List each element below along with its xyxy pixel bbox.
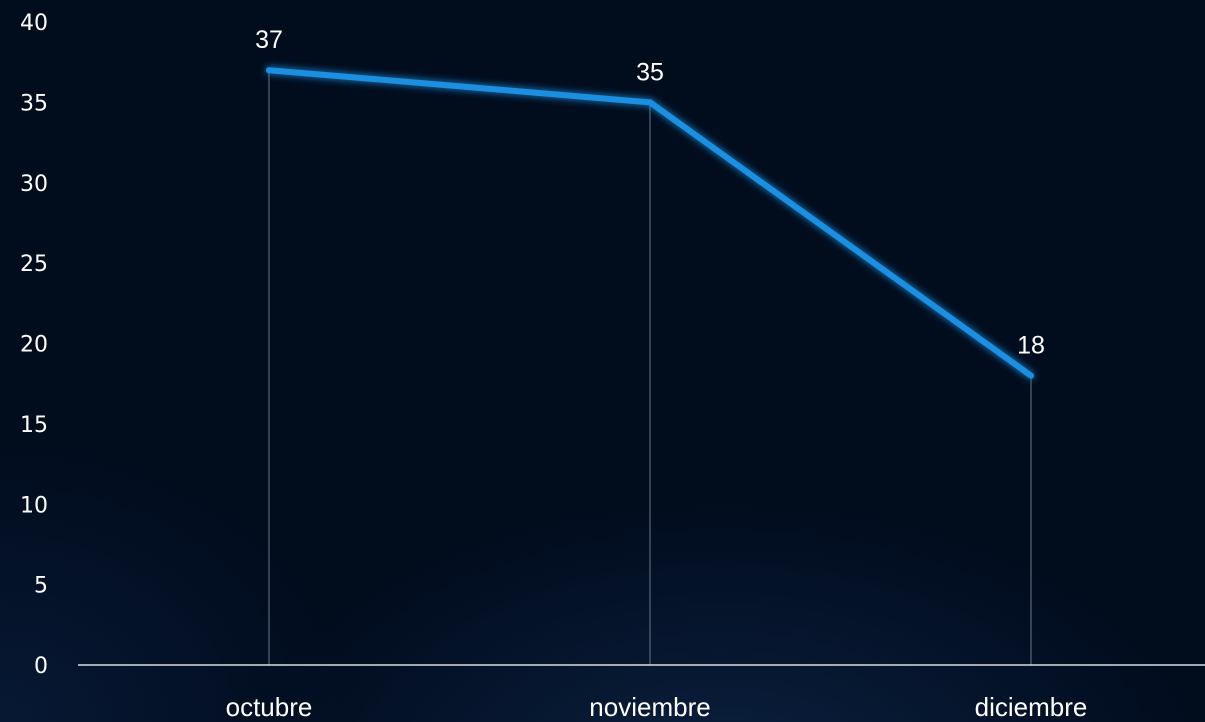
y-tick-label: 0	[34, 654, 48, 679]
x-axis-category-labels: octubre noviembre diciembre	[226, 692, 1088, 722]
y-axis-tick-labels: 0 5 10 15 20 25 30 35 40	[20, 11, 48, 679]
data-label: 35	[636, 58, 664, 86]
drop-lines	[268, 70, 1032, 665]
y-tick-label: 20	[20, 333, 48, 358]
data-point	[647, 99, 653, 106]
x-category-label: diciembre	[975, 692, 1088, 722]
data-label: 18	[1017, 332, 1045, 360]
y-tick-label: 25	[20, 252, 48, 277]
data-point	[266, 67, 272, 74]
x-category-label: octubre	[226, 692, 313, 722]
x-category-label: noviembre	[589, 692, 710, 722]
y-tick-label: 40	[20, 11, 48, 36]
y-tick-label: 30	[20, 172, 48, 197]
y-tick-label: 15	[20, 413, 48, 438]
y-tick-label: 35	[20, 91, 48, 116]
data-labels: 37 35 18	[255, 26, 1045, 359]
data-label: 37	[255, 26, 283, 54]
data-point	[1028, 372, 1034, 379]
y-tick-label: 5	[34, 574, 48, 599]
y-tick-label: 10	[20, 493, 48, 518]
series-group	[266, 67, 1034, 379]
